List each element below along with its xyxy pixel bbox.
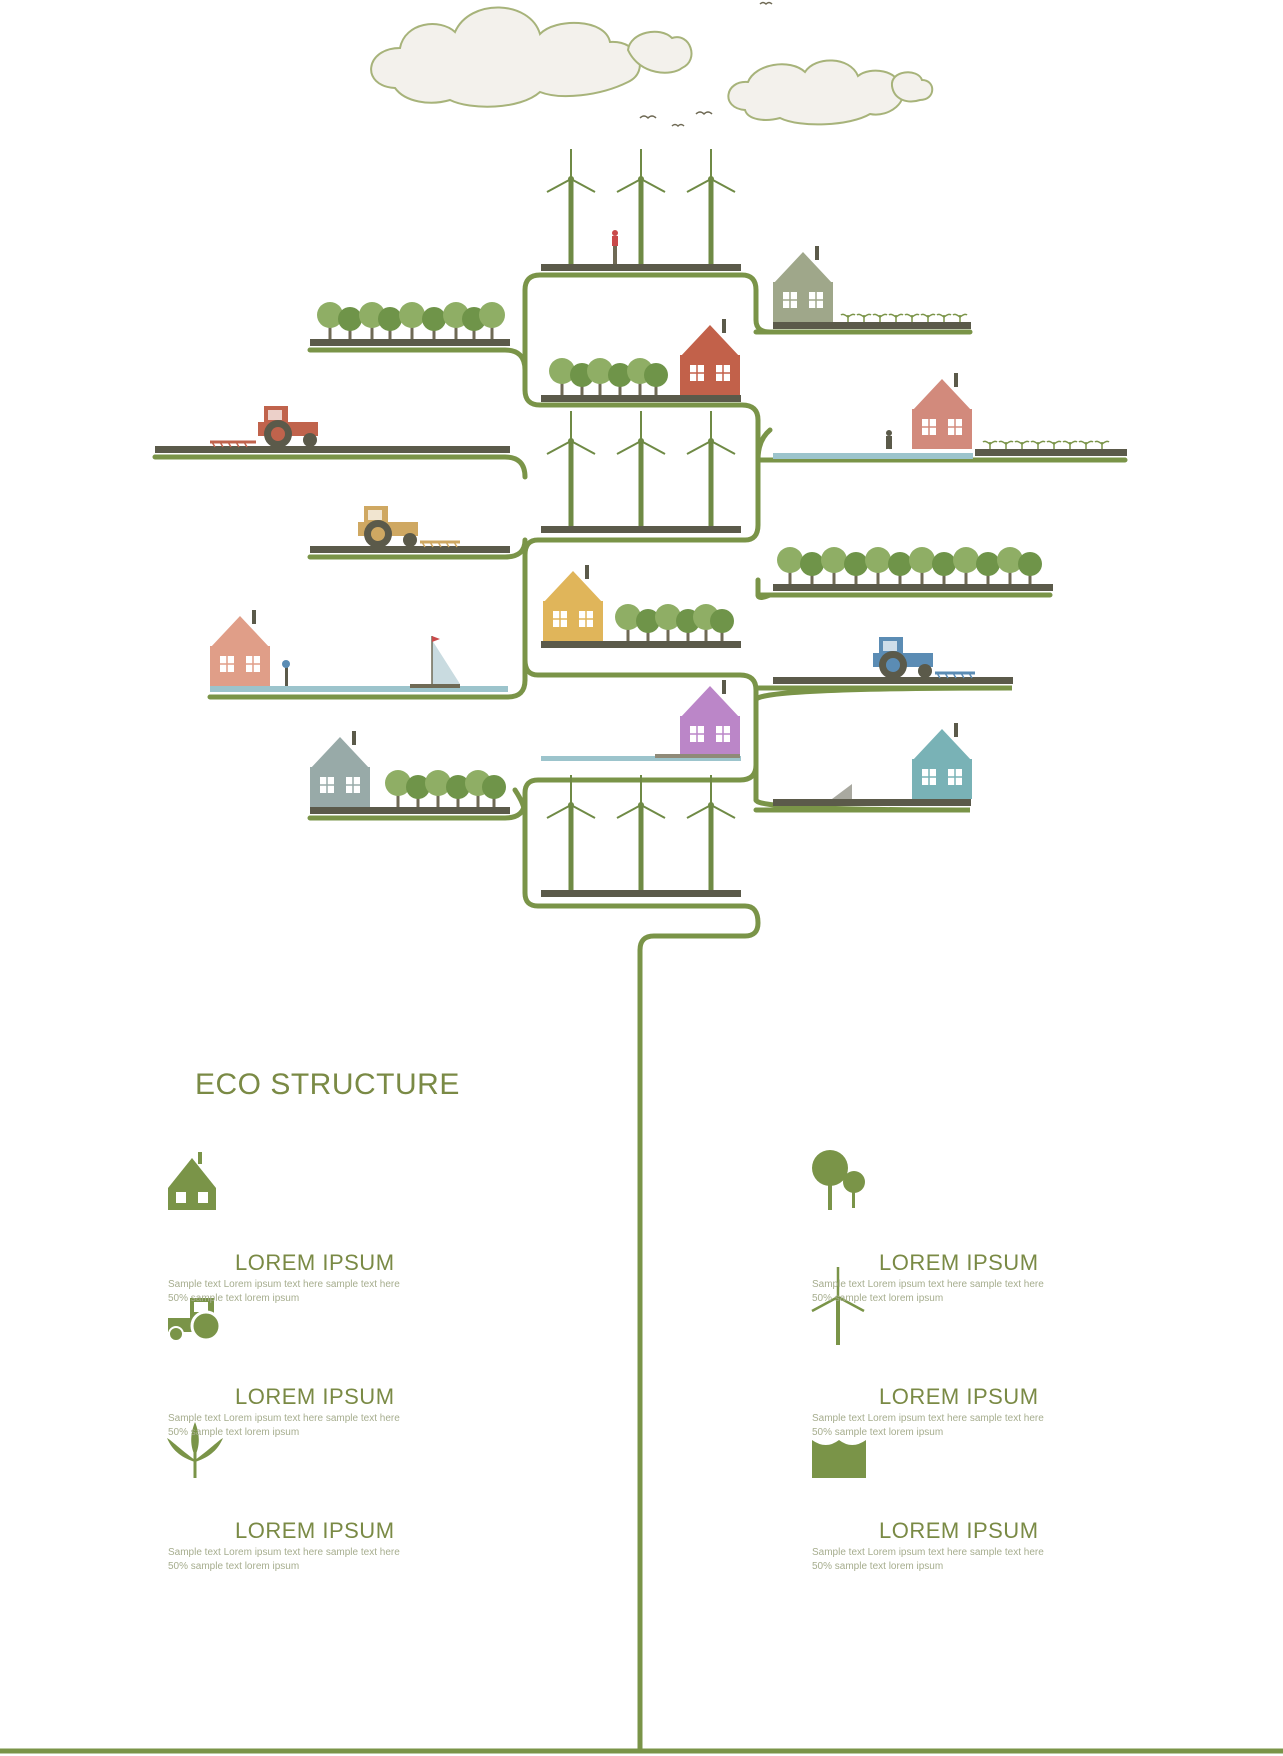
legend-label-tractor: LOREM IPSUM bbox=[235, 1384, 395, 1409]
legend-desc-line: 50% sample text lorem ipsum bbox=[812, 1427, 944, 1438]
legend-desc-wind-turbine: Sample text Lorem ipsum text here sample… bbox=[812, 1412, 1044, 1440]
legend-desc-line: Sample text Lorem ipsum text here sample… bbox=[168, 1547, 400, 1558]
legend-label-sprout: LOREM IPSUM bbox=[235, 1518, 395, 1543]
legend-label-water: LOREM IPSUM bbox=[879, 1518, 1039, 1543]
sailboat-icon bbox=[410, 636, 460, 688]
legend-desc-tree: Sample text Lorem ipsum text here sample… bbox=[812, 1278, 1044, 1306]
legend-label-house: LOREM IPSUM bbox=[235, 1250, 395, 1275]
legend-desc-line: 50% sample text lorem ipsum bbox=[812, 1561, 944, 1572]
person-icon bbox=[612, 230, 618, 264]
legend-tractor-icon bbox=[168, 1298, 222, 1342]
legend-water-icon bbox=[812, 1440, 866, 1478]
legend-desc-sprout: Sample text Lorem ipsum text here sample… bbox=[168, 1546, 400, 1574]
legend-desc-line: 50% sample text lorem ipsum bbox=[168, 1427, 300, 1438]
legend-desc-line: 50% sample text lorem ipsum bbox=[812, 1293, 944, 1304]
legend-wind-turbine-icon bbox=[811, 1267, 865, 1345]
page-title: ECO STRUCTURE bbox=[195, 1068, 460, 1101]
legend-sprout-icon bbox=[167, 1422, 223, 1478]
tree-row-5 bbox=[385, 770, 506, 807]
tree-row-3 bbox=[777, 547, 1042, 584]
legend-label-tree: LOREM IPSUM bbox=[879, 1250, 1039, 1275]
legend-desc-house: Sample text Lorem ipsum text here sample… bbox=[168, 1278, 400, 1306]
tree-row-4 bbox=[615, 604, 734, 641]
legend-desc-line: Sample text Lorem ipsum text here sample… bbox=[168, 1279, 400, 1290]
legend-house-icon bbox=[168, 1152, 216, 1210]
legend-desc-line: Sample text Lorem ipsum text here sample… bbox=[812, 1279, 1044, 1290]
legend-desc-tractor: Sample text Lorem ipsum text here sample… bbox=[168, 1412, 400, 1440]
cloud-right-icon bbox=[727, 59, 934, 126]
farmer-icon bbox=[886, 430, 892, 449]
legend-label-wind-turbine: LOREM IPSUM bbox=[879, 1384, 1039, 1409]
ramp-icon bbox=[832, 784, 852, 799]
platforms bbox=[155, 264, 1127, 897]
birds-icon bbox=[639, 1, 773, 128]
water-strips bbox=[210, 453, 973, 761]
legend-desc-line: Sample text Lorem ipsum text here sample… bbox=[812, 1547, 1044, 1558]
tree-row-2 bbox=[549, 358, 668, 395]
legend-desc-line: Sample text Lorem ipsum text here sample… bbox=[812, 1413, 1044, 1424]
legend-desc-water: Sample text Lorem ipsum text here sample… bbox=[812, 1546, 1044, 1574]
tree-trunk bbox=[0, 272, 1283, 1754]
cloud-left-icon bbox=[370, 6, 693, 108]
legend-desc-line: 50% sample text lorem ipsum bbox=[168, 1293, 300, 1304]
dock-icon bbox=[655, 754, 740, 758]
sprout-rows bbox=[840, 313, 1110, 450]
tractors bbox=[210, 406, 975, 679]
legend-desc-line: 50% sample text lorem ipsum bbox=[168, 1561, 300, 1572]
lamp-post-icon bbox=[282, 660, 290, 686]
tree-row-1 bbox=[317, 302, 505, 339]
legend-tree-icon bbox=[812, 1150, 865, 1210]
legend-desc-line: Sample text Lorem ipsum text here sample… bbox=[168, 1413, 400, 1424]
